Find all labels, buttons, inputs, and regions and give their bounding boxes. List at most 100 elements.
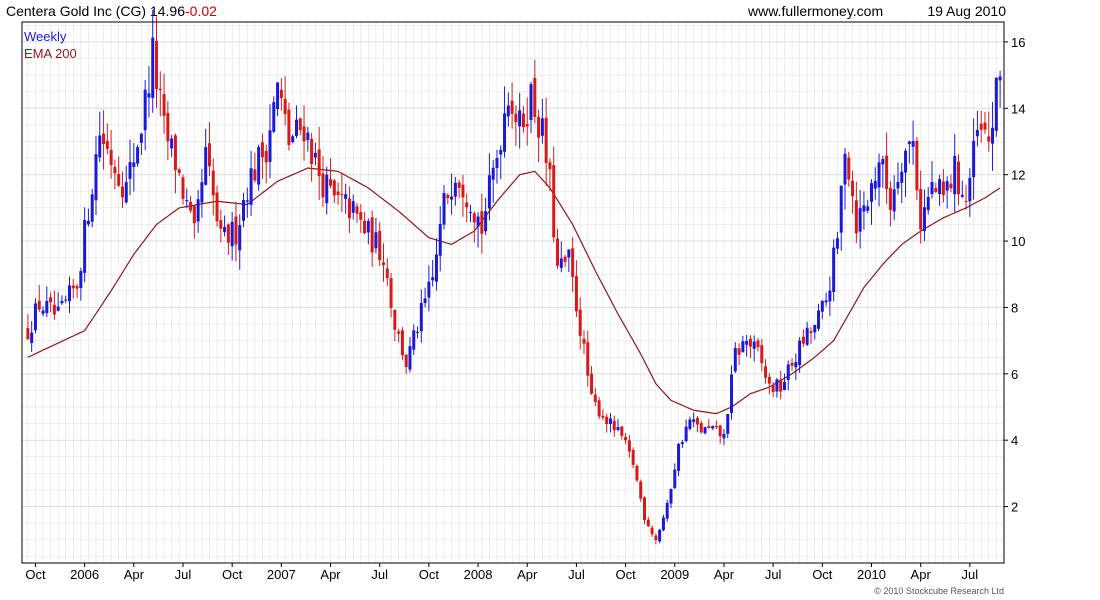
candle-body (408, 346, 412, 370)
candle-body (147, 93, 151, 98)
candle-body (960, 194, 964, 197)
candle-body (298, 118, 302, 131)
candle-body (450, 196, 454, 200)
candle-body (75, 286, 79, 289)
candle-body (525, 123, 529, 127)
candle-body (574, 276, 578, 312)
chart-title: Centera Gold Inc (CG) 14.96-0.02 (6, 3, 217, 19)
candle-body (695, 417, 699, 425)
candle-body (760, 345, 764, 364)
candle-body (64, 299, 68, 301)
candle-body (809, 331, 813, 334)
candle-body (336, 191, 340, 196)
candle-body (313, 152, 317, 158)
candle-body (45, 300, 49, 314)
candle-body (586, 342, 590, 376)
candle-body (854, 200, 858, 234)
candle-body (945, 181, 949, 191)
candle-body (446, 194, 450, 199)
candle-body (684, 426, 688, 442)
candle-body (272, 102, 276, 132)
ticker: (CG) (116, 3, 146, 19)
candle-body (839, 185, 843, 233)
x-tick-label: Apr (517, 567, 538, 582)
candle-body (869, 183, 873, 202)
candle-body (975, 129, 979, 137)
candle-body (192, 205, 196, 224)
candle-body (162, 94, 166, 116)
candle-body (291, 136, 295, 143)
candle-body (117, 173, 121, 186)
candle-body (185, 199, 189, 202)
candle-body (930, 182, 934, 195)
candle-body (938, 179, 942, 194)
candle-body (260, 142, 264, 158)
candle-body (370, 217, 374, 253)
candle-body (204, 147, 208, 185)
candle-body (559, 258, 563, 268)
candle-body (919, 188, 923, 230)
candle-body (56, 306, 60, 311)
candle-body (824, 300, 828, 303)
candle-body (310, 138, 314, 165)
candle-body (987, 136, 991, 142)
company-name: Centera Gold Inc (6, 3, 112, 19)
candle-body (991, 127, 995, 144)
candle-body (86, 220, 90, 225)
candle-body (635, 465, 639, 481)
candle-body (487, 175, 491, 209)
candle-body (207, 143, 211, 167)
candle-body (109, 149, 113, 166)
x-tick-label: Jul (765, 567, 782, 582)
candle-body (733, 348, 737, 372)
x-tick-label: 2010 (857, 567, 886, 582)
candle-body (189, 201, 193, 211)
candle-body (442, 193, 446, 225)
candle-body (643, 497, 647, 520)
candle-body (294, 119, 298, 136)
candle-body (325, 174, 329, 204)
x-axis: Oct 2006 Apr Jul Oct 2007 Apr Jul Oct 2008 Apr Jul O… (25, 563, 978, 582)
candle-body (26, 327, 30, 340)
candle-body (223, 227, 227, 233)
x-tick-label: Apr (320, 567, 341, 582)
y-tick-label: 14 (1011, 101, 1025, 116)
candle-body (37, 300, 41, 310)
candle-body (680, 442, 684, 445)
candle-body (242, 200, 246, 221)
candle-body (730, 374, 734, 413)
candle-body (582, 338, 586, 344)
x-tick-label: 2009 (660, 567, 689, 582)
candle-body (33, 303, 37, 331)
candle-body (211, 170, 215, 196)
candle-body (646, 519, 650, 527)
candle-body (673, 469, 677, 488)
x-tick-label: 2007 (267, 567, 296, 582)
candle-body (158, 88, 162, 91)
candle-body (639, 481, 643, 499)
candle-body (200, 182, 204, 203)
candle-body (257, 147, 261, 185)
candle-body (264, 150, 268, 163)
y-axis: 2 4 6 8 10 12 14 16 (1004, 35, 1025, 515)
x-tick-label: Jul (371, 567, 388, 582)
candle-body (219, 220, 223, 229)
candle-body (276, 82, 280, 110)
candle-body (926, 196, 930, 211)
candle-body (397, 331, 401, 334)
candle-body (230, 221, 234, 247)
candle-body (381, 262, 385, 266)
candle-body (279, 89, 283, 99)
candle-body (972, 140, 976, 178)
candle-body (885, 155, 889, 189)
candle-body (329, 179, 333, 186)
candle-body (548, 162, 552, 170)
y-tick-label: 10 (1011, 234, 1025, 249)
candle-body (393, 309, 397, 330)
candle-body (911, 141, 915, 147)
candle-body (756, 340, 760, 348)
candle-body (521, 113, 525, 128)
candle-body (510, 100, 514, 114)
candle-body (306, 132, 310, 141)
candle-body (355, 206, 359, 214)
